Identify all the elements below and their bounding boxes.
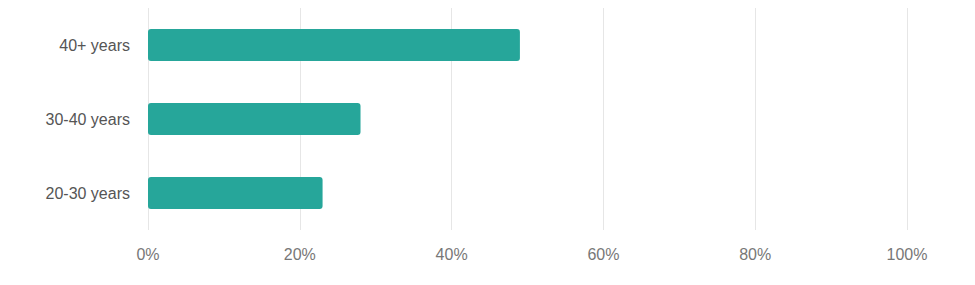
svg-text:30-40 years: 30-40 years (46, 111, 131, 128)
svg-text:20-30 years: 20-30 years (46, 185, 131, 202)
svg-text:20%: 20% (284, 246, 316, 263)
svg-text:40+ years: 40+ years (59, 37, 130, 54)
svg-text:60%: 60% (587, 246, 619, 263)
svg-text:40%: 40% (436, 246, 468, 263)
svg-text:100%: 100% (887, 246, 928, 263)
svg-text:0%: 0% (136, 246, 159, 263)
svg-text:80%: 80% (739, 246, 771, 263)
